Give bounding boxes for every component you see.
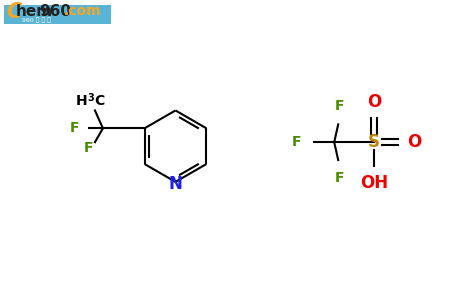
FancyBboxPatch shape [4, 5, 111, 24]
Text: 960 化 工 网: 960 化 工 网 [22, 17, 51, 23]
Text: F: F [335, 171, 344, 185]
Text: F: F [84, 141, 94, 155]
Text: F: F [70, 121, 79, 135]
FancyBboxPatch shape [4, 16, 111, 24]
Text: S: S [368, 133, 380, 151]
Text: .com: .com [64, 4, 101, 18]
Text: H: H [75, 93, 87, 108]
Text: OH: OH [360, 174, 388, 192]
Text: F: F [335, 100, 344, 113]
Text: N: N [169, 175, 182, 193]
Text: hem: hem [16, 4, 53, 19]
Text: C: C [94, 93, 104, 108]
Text: 960: 960 [39, 4, 72, 19]
Text: O: O [367, 93, 381, 110]
Text: 3: 3 [87, 93, 94, 103]
Text: C: C [6, 2, 21, 22]
Text: O: O [408, 133, 422, 151]
Text: F: F [292, 135, 301, 149]
